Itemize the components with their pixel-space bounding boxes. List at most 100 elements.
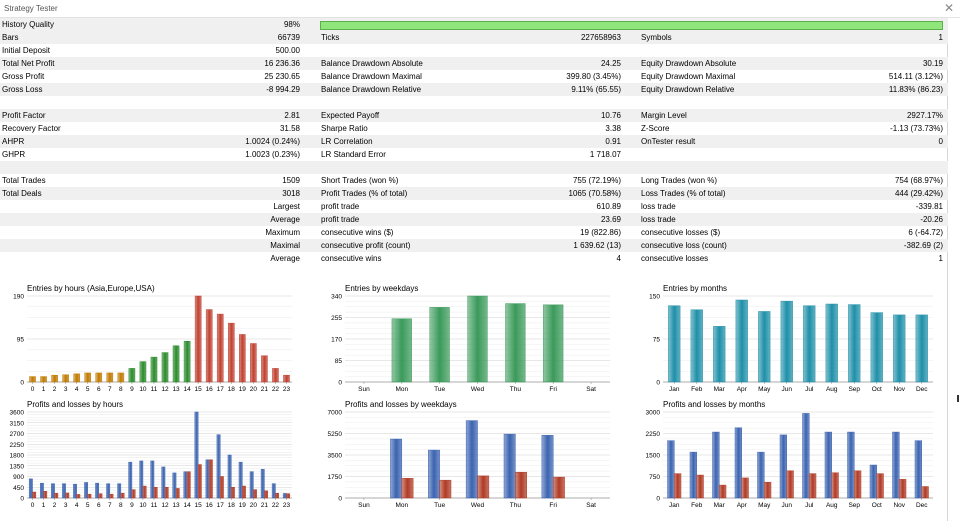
x-tick-label: 22	[272, 502, 280, 509]
stats-row: AHPR 1.0024 (0.24%) LR Correlation 0.91 OnTe…	[0, 135, 948, 148]
stat-label: Loss Trades (% of total)	[641, 189, 726, 198]
stat-label: Ticks	[321, 33, 340, 42]
bar	[139, 361, 147, 383]
x-tick-label: 21	[261, 502, 269, 509]
stat-value: 1065 (70.58%)	[568, 189, 621, 198]
stat-value: Maximum	[265, 228, 300, 237]
loss-bar	[54, 492, 59, 499]
x-tick-label: Nov	[893, 386, 905, 393]
close-icon[interactable]: ✕	[943, 1, 954, 15]
stat-label: Symbols	[641, 33, 672, 42]
stat-value: 24.25	[600, 59, 621, 68]
x-tick-label: 22	[272, 386, 280, 393]
stat-label: consecutive losses ($)	[641, 228, 721, 237]
profit-bar	[824, 431, 832, 499]
loss-bar	[899, 479, 907, 499]
chart-title: Profits and losses by hours	[27, 400, 123, 409]
chart-title: Entries by months	[663, 284, 727, 293]
profit-bar	[194, 411, 199, 499]
x-tick-label: 13	[172, 502, 180, 509]
loss-bar	[219, 476, 224, 499]
x-tick-label: 6	[97, 502, 101, 509]
stat-value: Average	[270, 254, 300, 263]
x-tick-label: Fri	[549, 502, 557, 509]
loss-bar	[242, 485, 246, 499]
loss-bar	[401, 478, 414, 499]
bar	[668, 305, 681, 383]
loss-bar	[477, 475, 490, 499]
profit-bar	[260, 469, 265, 499]
stat-label: Balance Drawdown Relative	[321, 85, 422, 94]
loss-bar	[253, 489, 257, 499]
stat-value: 2.81	[284, 111, 300, 120]
report-frame	[0, 18, 948, 521]
profit-bar	[271, 483, 276, 499]
profit-bar	[249, 471, 254, 499]
loss-bar	[87, 493, 92, 499]
bar	[117, 372, 125, 383]
profit-bar	[150, 460, 155, 499]
stat-label: loss trade	[641, 215, 676, 224]
bar	[239, 334, 246, 383]
loss-bar	[32, 491, 37, 499]
y-tick-label: 2250	[10, 442, 25, 449]
x-tick-label: 4	[75, 502, 79, 509]
loss-bar	[286, 493, 291, 499]
profit-bar	[128, 461, 133, 499]
y-tick-label: 3000	[646, 410, 661, 417]
y-tick-label: 2250	[646, 431, 661, 438]
stat-value: 66739	[277, 33, 300, 42]
y-tick-label: 340	[331, 294, 342, 301]
x-tick-label: Oct	[872, 386, 882, 393]
bar	[467, 295, 488, 383]
stats-row: GHPR 1.0023 (0.23%) LR Standard Error 1 718…	[0, 148, 948, 161]
scroll-indicator[interactable]	[957, 395, 959, 402]
loss-bar	[439, 479, 452, 499]
stat-value: 2927.17%	[906, 111, 943, 120]
profit-bar	[390, 438, 403, 499]
stat-label: profit trade	[321, 215, 360, 224]
entries-weekdays-chart: Entries by weekdays 0 85 170 255 340 Sun Mon Tue…	[331, 284, 610, 393]
pl-weekdays-chart: Profits and losses by weekdays 0 1750 3500 5…	[328, 400, 610, 509]
profit-bar	[172, 472, 177, 499]
stat-label: consecutive wins ($)	[321, 228, 394, 237]
stat-label: Margin Level	[641, 111, 687, 120]
y-tick-label: 3150	[10, 420, 25, 427]
x-tick-label: Jun	[782, 502, 793, 509]
x-tick-label: 7	[108, 386, 112, 393]
x-tick-label: Mar	[714, 386, 726, 393]
stat-label: Profit Factor	[2, 111, 46, 120]
bar	[205, 309, 213, 383]
stat-value: Average	[270, 215, 300, 224]
stat-value: 399.80 (3.45%)	[566, 72, 621, 81]
stat-value: 1	[938, 254, 943, 263]
stat-value: 514.11 (3.12%)	[888, 72, 943, 81]
loss-bar	[131, 489, 136, 499]
loss-bar	[98, 493, 103, 499]
stats-row: Maximum consecutive wins ($) 19 (822.86) co…	[0, 226, 948, 239]
stat-label: Gross Loss	[2, 85, 43, 94]
x-tick-label: Aug	[826, 386, 838, 393]
y-tick-label: 2700	[10, 431, 25, 438]
stat-value: 1509	[282, 176, 300, 185]
profit-bar	[802, 413, 810, 499]
profit-bar	[205, 459, 210, 499]
stats-row: Gross Profit 25 230.65 Balance Drawdown Ma…	[0, 70, 948, 83]
stats-row: Recovery Factor 31.58 Sharpe Ratio 3.38 Z-Sc…	[0, 122, 948, 135]
x-tick-label: 5	[86, 386, 90, 393]
bar	[543, 304, 564, 383]
x-tick-label: 16	[206, 386, 214, 393]
x-tick-label: Jun	[782, 386, 793, 393]
bar	[690, 309, 703, 383]
stat-value: -1.13 (73.73%)	[890, 124, 943, 133]
x-tick-label: Fri	[549, 386, 557, 393]
y-tick-label: 1500	[646, 453, 661, 460]
x-tick-label: 13	[172, 386, 180, 393]
profit-bar	[712, 431, 720, 499]
y-tick-label: 750	[649, 474, 660, 481]
x-tick-label: Jul	[805, 386, 814, 393]
bar	[51, 374, 58, 383]
x-tick-label: 15	[195, 502, 203, 509]
loss-bar	[142, 485, 147, 499]
x-tick-label: 20	[250, 386, 258, 393]
